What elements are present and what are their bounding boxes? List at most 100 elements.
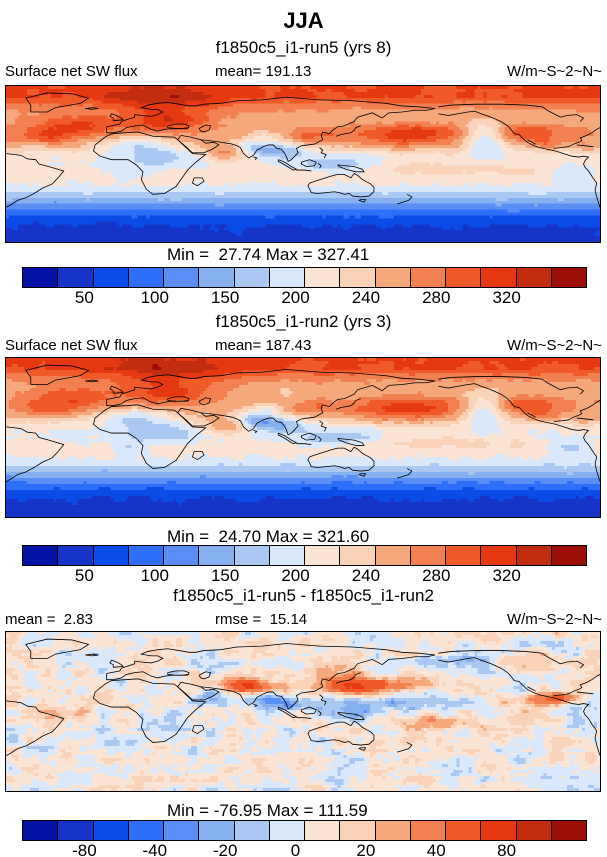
coastline-path: [6, 427, 64, 482]
coastline-path: [178, 135, 219, 152]
coastline-path: [85, 108, 98, 110]
coastline-path: [107, 672, 189, 680]
coastline-path: [301, 433, 316, 440]
panel3-header: mean = 2.83 rmse = 15.14 W/m~S~2~N~: [5, 611, 602, 629]
coastline-path: [93, 132, 205, 194]
coastline-path: [318, 437, 321, 442]
panel1-subtitle: f1850c5_i1-run5 (yrs 8): [215, 38, 392, 57]
colorbar-segment: [268, 546, 304, 565]
colorbar-tick-label: 240: [351, 288, 381, 307]
colorbar-segment: [127, 546, 163, 565]
colorbar-segment: [268, 821, 304, 840]
panel1-units-label: W/m~S~2~N~: [506, 63, 602, 80]
colorbar-segment: [445, 268, 481, 287]
coastline-path: [301, 160, 316, 167]
coastline-path: [577, 692, 594, 694]
coastline-path: [527, 687, 535, 691]
coastline-path: [6, 154, 64, 208]
panel3-subtitle: f1850c5_i1-run5 - f1850c5_i1-run2: [173, 586, 434, 605]
coastline-path: [301, 707, 316, 714]
coastline-path: [168, 671, 189, 675]
colorbar-segment: [515, 821, 551, 840]
colorbar-tick-label: 50: [74, 566, 94, 585]
panel3-map: [5, 631, 601, 792]
colorbar-segment: [339, 821, 375, 840]
coastline-path: [296, 170, 311, 171]
panel2-mean-label: mean= 187.43: [215, 337, 312, 354]
coastline-path: [438, 651, 583, 669]
coastline-path: [577, 145, 594, 147]
panel1-field-canvas: [6, 86, 600, 242]
coastline-path: [338, 165, 364, 172]
colorbar-segment: [198, 268, 234, 287]
panel2-coastlines: [6, 358, 600, 517]
colorbar-tick-label: 100: [140, 566, 169, 585]
coastline-path: [296, 444, 311, 445]
coastline-path: [168, 124, 189, 128]
panel2-header: Surface net SW flux mean= 187.43 W/m~S~2…: [5, 337, 602, 355]
coastline-path: [199, 672, 211, 679]
panel3-rmse-label: rmse = 15.14: [215, 611, 308, 628]
colorbar-segment: [409, 546, 445, 565]
coastline-path: [278, 433, 296, 444]
panel1-colorbar: [22, 267, 587, 288]
colorbar-tick-label: 280: [422, 566, 451, 585]
colorbar-segment: [268, 268, 304, 287]
coastline-path: [107, 369, 435, 399]
panel1-mean-label: mean= 191.13: [215, 63, 312, 80]
colorbar-segment: [409, 821, 445, 840]
coastline-path: [320, 695, 327, 706]
colorbar-segment: [339, 268, 375, 287]
coastline-path: [110, 660, 123, 667]
colorbar-segment: [480, 821, 516, 840]
coastline-path: [527, 140, 535, 144]
panel3-mean-label: mean = 2.83: [5, 611, 93, 628]
panel3-minmax-label: Min = -76.95 Max = 111.59: [167, 801, 368, 820]
panel1-map: [5, 85, 601, 243]
coastline-path: [93, 405, 205, 469]
coastline-path: [192, 178, 204, 186]
coastline-path: [336, 673, 361, 684]
coastline-path: [438, 111, 600, 207]
colorbar-segment: [163, 268, 199, 287]
colorbar-segment: [233, 821, 269, 840]
coastline-path: [110, 114, 123, 121]
colorbar-segment: [57, 546, 93, 565]
coastline-path: [199, 125, 211, 132]
coastline-path: [397, 194, 412, 204]
colorbar-segment: [550, 821, 586, 840]
colorbar-segment: [92, 821, 128, 840]
colorbar-tick-label: 0: [290, 841, 301, 857]
coastline-path: [438, 104, 583, 121]
colorbar-segment: [409, 268, 445, 287]
panel3-units-label: W/m~S~2~N~: [506, 611, 602, 628]
coastline-path: [554, 400, 600, 421]
coastline-path: [107, 398, 189, 406]
coastline-path: [178, 682, 219, 700]
colorbar-segment: [57, 821, 93, 840]
panel3-colorbar-ticks: -80 -40 -20 0 20 40 80: [0, 841, 607, 857]
colorbar-tick-label: 50: [74, 288, 94, 307]
panel2-units-label: W/m~S~2~N~: [506, 337, 602, 354]
coastline-path: [107, 97, 435, 126]
coastline-path: [93, 679, 205, 743]
coastline-path: [26, 93, 89, 112]
coastline-path: [336, 126, 361, 136]
coastline-path: [397, 742, 412, 752]
panel2-subtitle: f1850c5_i1-run2 (yrs 3): [215, 312, 392, 331]
colorbar-segment: [374, 268, 410, 287]
coastline-path: [107, 643, 435, 673]
colorbar-tick-label: 320: [492, 288, 521, 307]
coastline-path: [554, 128, 600, 149]
coastline-path: [278, 160, 296, 170]
coastline-path: [338, 712, 364, 719]
colorbar-segment: [304, 268, 340, 287]
panel1-variable-label: Surface net SW flux: [5, 63, 138, 80]
panel2-colorbar-ticks: 50 100 150 200 240 280 320: [0, 566, 607, 586]
panel3-colorbar: [22, 820, 587, 841]
coastline-path: [359, 748, 366, 751]
colorbar-segment: [163, 821, 199, 840]
coastline-path: [359, 474, 366, 477]
coastline-path: [254, 157, 257, 160]
colorbar-segment: [445, 546, 481, 565]
